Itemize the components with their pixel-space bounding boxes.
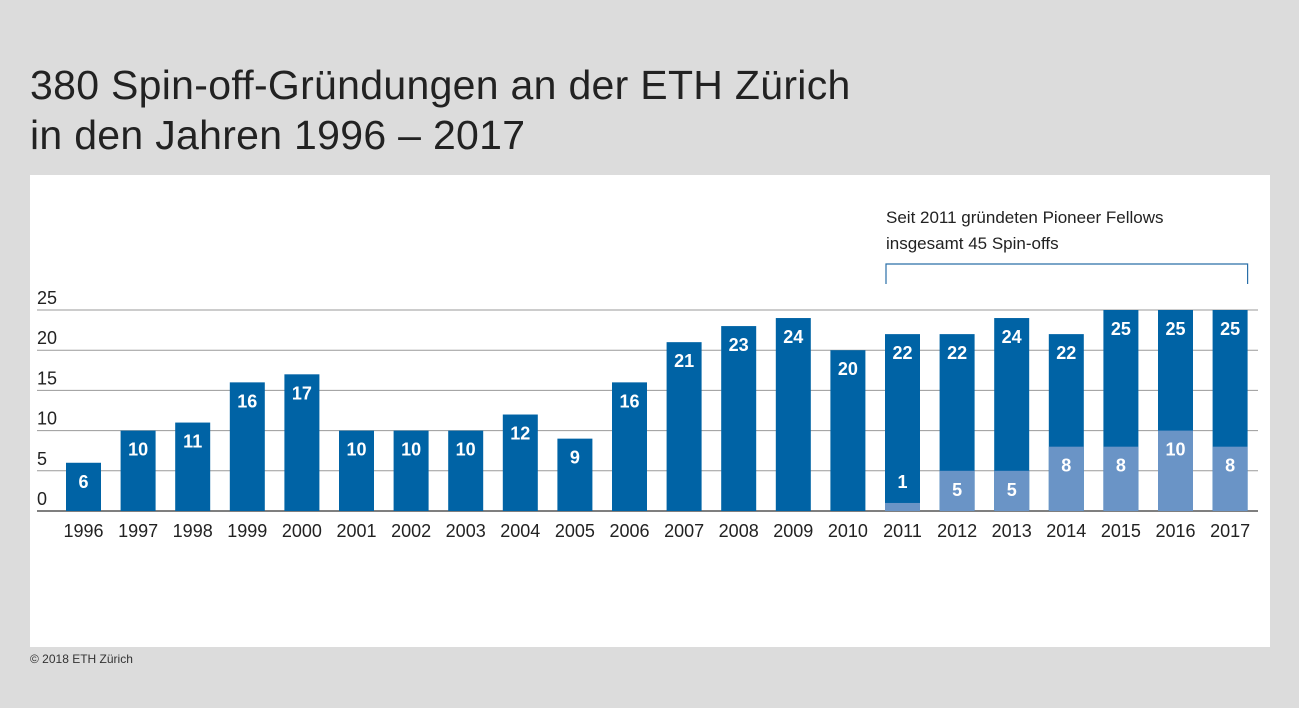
bar-pioneer [1103,446,1139,511]
bar-pioneer [1158,430,1193,511]
bar-total [393,430,429,511]
bar-value-label: 22 [1056,343,1076,363]
annotation-line-1: Seit 2011 gründeten Pioneer Fellows [886,208,1164,227]
x-tick-label: 1999 [227,521,267,541]
bar-value-label: 9 [570,448,580,468]
bar-value-label: 25 [1111,319,1131,339]
bar-value-label: 10 [128,440,148,460]
copyright: © 2018 ETH Zürich [30,652,133,666]
bar-value-label: 16 [237,391,257,411]
bar-total [66,462,101,511]
bar-value-label: 10 [401,440,421,460]
x-tick-label: 2005 [555,521,595,541]
bar-value-label: 22 [947,343,967,363]
bar-total [175,422,211,511]
pioneer-value-label: 5 [1007,480,1017,500]
x-tick-label: 2012 [937,521,977,541]
x-tick-label: 1997 [118,521,158,541]
x-tick-label: 2010 [828,521,868,541]
x-tick-label: 2016 [1155,521,1195,541]
bar-total [284,374,320,511]
x-tick-label: 2003 [446,521,486,541]
title-line-1: 380 Spin-off-Gründungen an der ETH Züric… [30,62,851,108]
bar-total [120,430,156,511]
bar-value-label: 24 [783,327,803,347]
pioneer-value-label: 8 [1116,456,1126,476]
y-tick-label: 25 [37,288,57,308]
x-tick-label: 2015 [1101,521,1141,541]
y-tick-label: 0 [37,489,47,509]
x-tick-label: 2014 [1046,521,1086,541]
pioneer-value-label: 8 [1061,456,1071,476]
bar-value-label: 21 [674,351,694,371]
bar-total [885,334,920,511]
x-tick-label: 1996 [63,521,103,541]
pioneer-value-label: 8 [1225,456,1235,476]
bar-value-label: 22 [892,343,912,363]
x-tick-label: 2000 [282,521,322,541]
x-tick-label: 2009 [773,521,813,541]
chart-title: 380 Spin-off-Gründungen an der ETH Züric… [30,60,851,160]
bar-value-label: 12 [510,424,530,444]
bar-pioneer [1048,446,1084,511]
y-tick-label: 15 [37,368,57,388]
bar-pioneer [1212,446,1248,511]
x-tick-label: 2007 [664,521,704,541]
bar-value-label: 25 [1220,319,1240,339]
bar-total [557,438,593,511]
bar-value-label: 10 [456,440,476,460]
pioneer-value-label: 1 [897,472,907,492]
y-tick-label: 20 [37,328,57,348]
pioneer-value-label: 10 [1165,440,1185,460]
bar-pioneer [885,502,920,511]
bar-value-label: 20 [838,359,858,379]
bar-value-label: 10 [346,440,366,460]
x-tick-label: 2002 [391,521,431,541]
bar-pioneer [939,470,975,511]
bar-total [229,382,265,511]
bar-value-label: 25 [1165,319,1185,339]
bar-total [448,430,484,511]
x-tick-label: 2001 [336,521,376,541]
x-tick-label: 1998 [173,521,213,541]
x-tick-label: 2006 [609,521,649,541]
bar-total [721,326,757,511]
bar-total [339,430,374,511]
x-tick-label: 2017 [1210,521,1250,541]
bar-total [775,318,811,511]
bar-value-label: 11 [183,432,202,452]
bar-value-label: 23 [729,335,749,355]
bar-total [666,342,702,511]
x-tick-label: 2013 [992,521,1032,541]
x-tick-label: 2011 [883,521,922,541]
bar-total [502,414,538,511]
bar-value-label: 24 [1002,327,1022,347]
pioneer-value-label: 5 [952,480,962,500]
title-line-2: in den Jahren 1996 – 2017 [30,112,526,158]
x-tick-label: 2004 [500,521,540,541]
annotation-line-2: insgesamt 45 Spin-offs [886,234,1059,253]
y-tick-label: 10 [37,409,57,429]
bar-total [830,350,866,511]
x-tick-label: 2008 [719,521,759,541]
bar-pioneer [994,470,1030,511]
bar-value-label: 16 [619,391,639,411]
y-tick-label: 5 [37,449,47,469]
bar-value-label: 6 [78,472,88,492]
bar-total [612,382,647,511]
annotation-bracket [885,263,1249,284]
bar-value-label: 17 [292,383,312,403]
